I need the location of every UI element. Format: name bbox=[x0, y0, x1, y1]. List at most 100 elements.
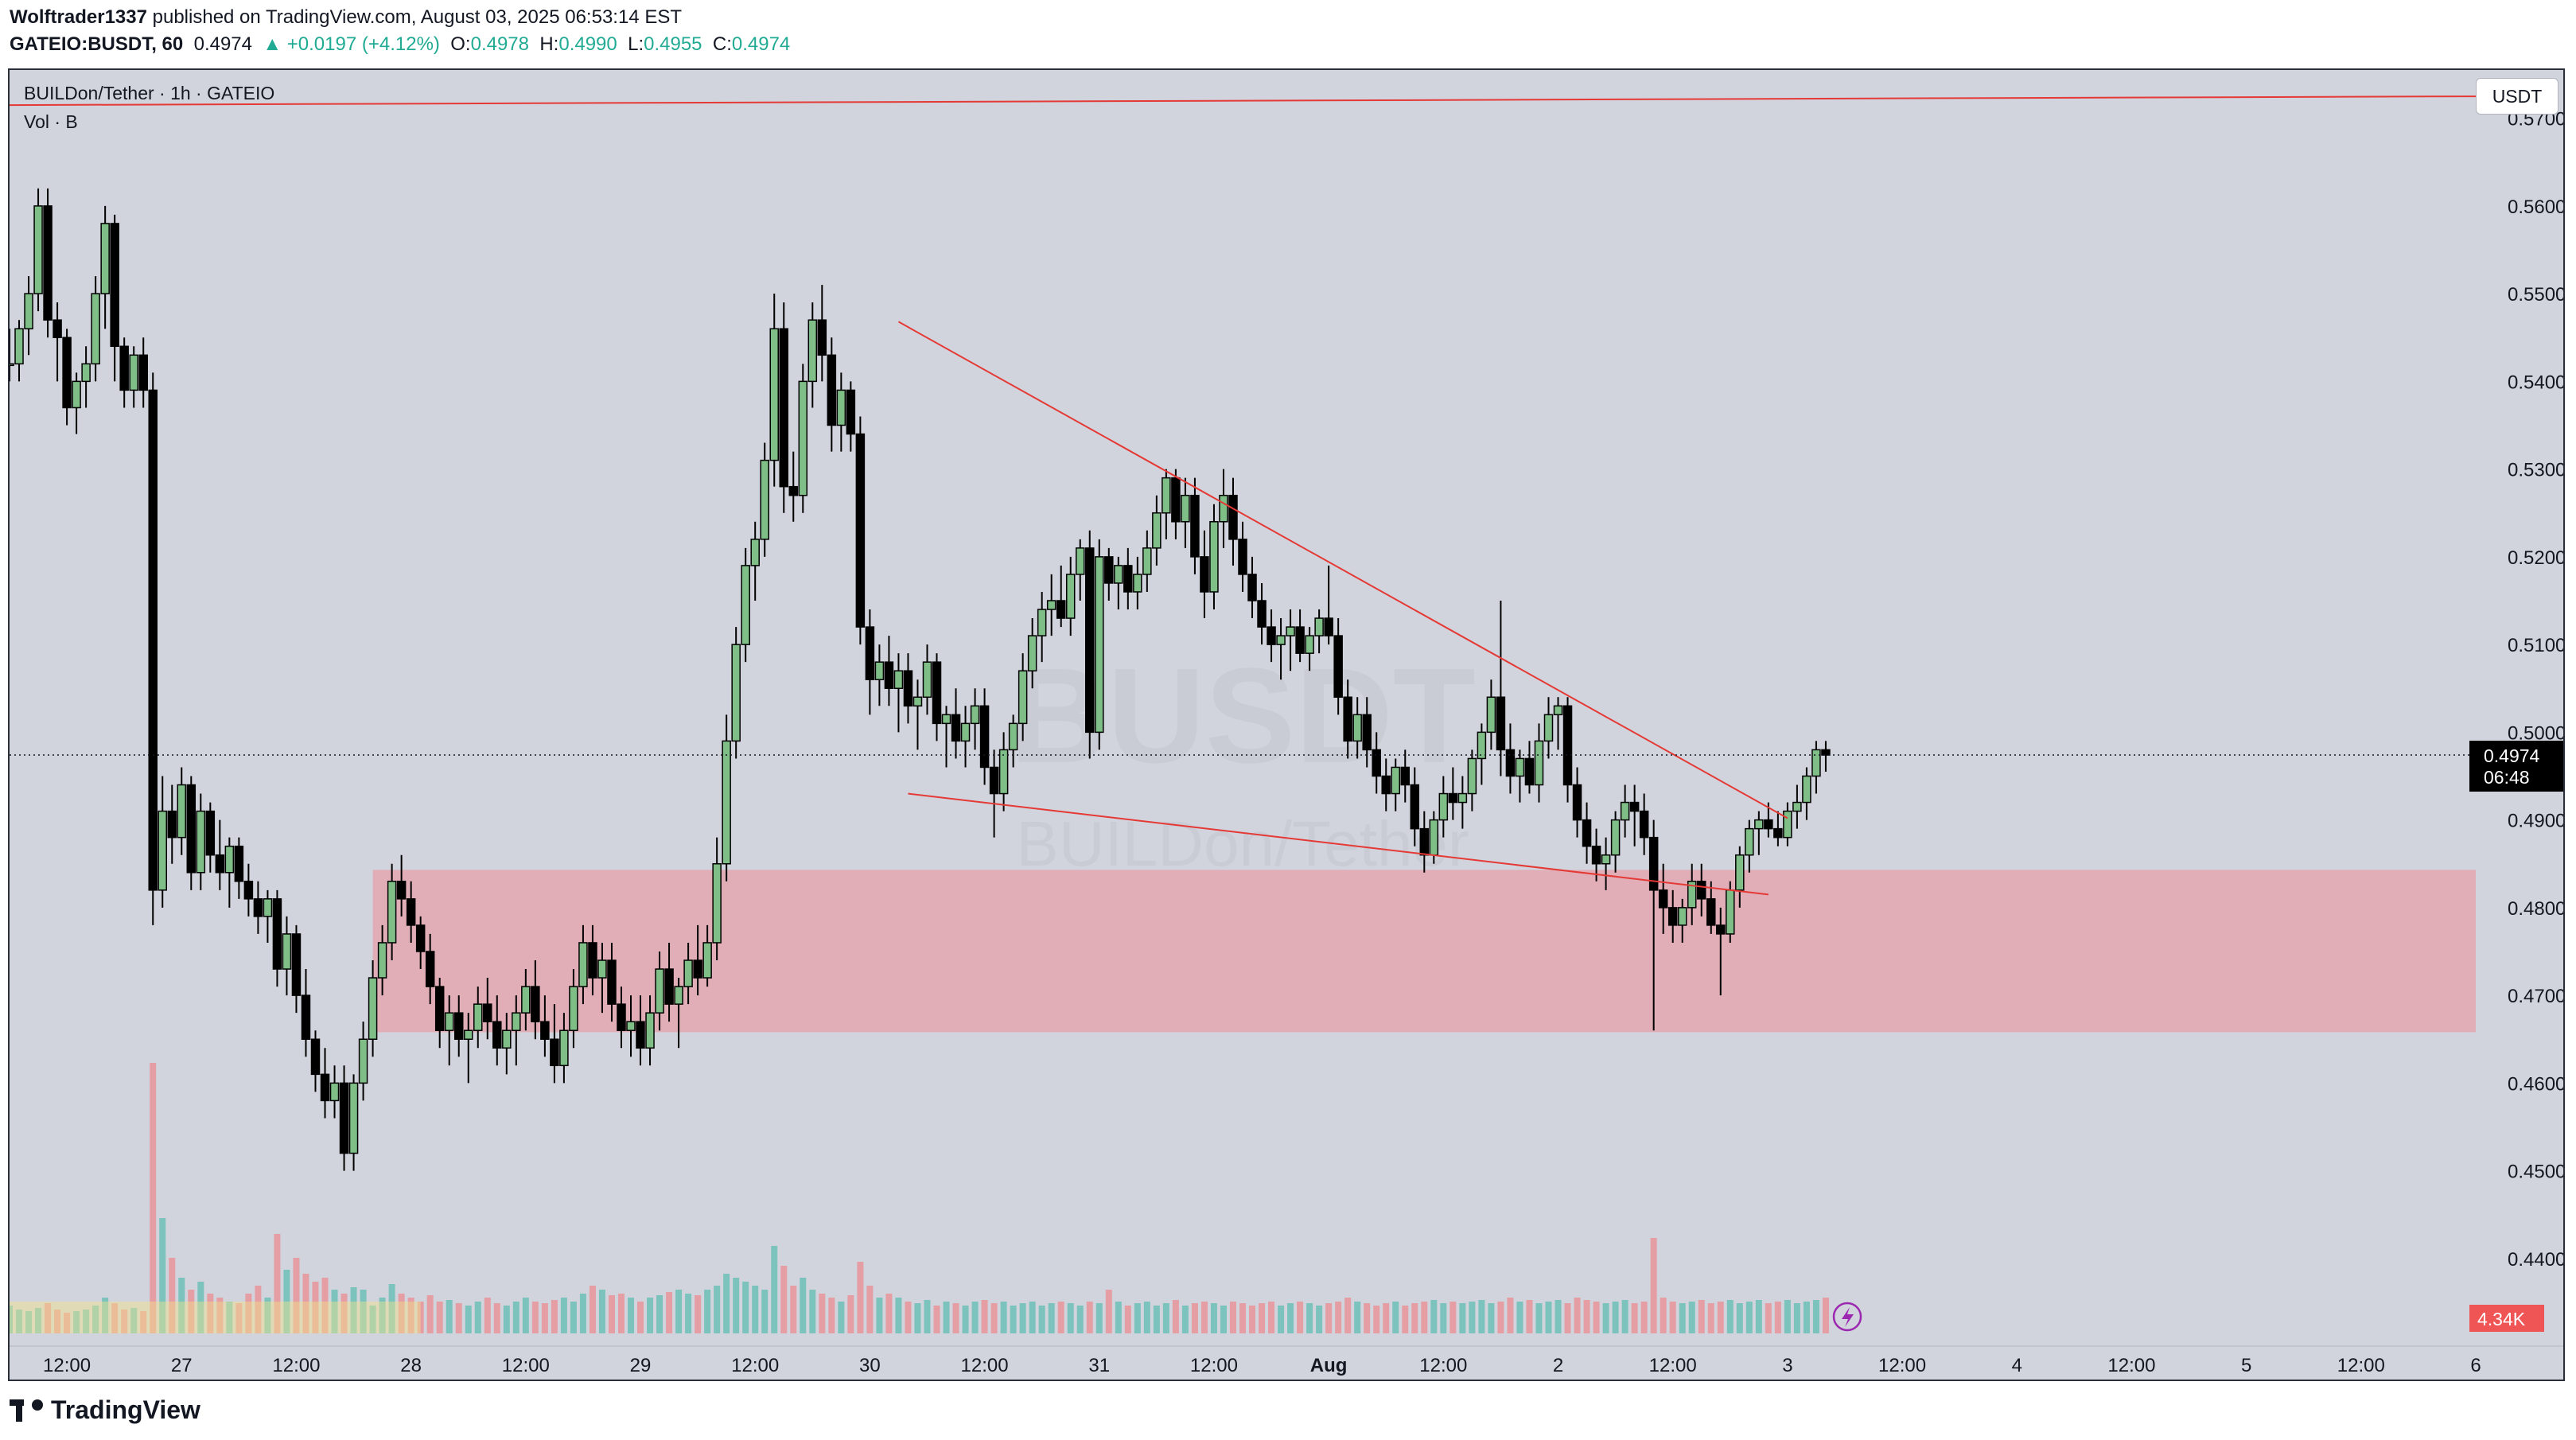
candle-body bbox=[1295, 626, 1305, 654]
candle-body bbox=[205, 810, 216, 856]
volume-bar bbox=[1459, 1303, 1466, 1333]
volume-bar bbox=[1621, 1300, 1628, 1333]
candle-body bbox=[1562, 705, 1573, 786]
price-change: ▲ +0.0197 (+4.12%) bbox=[263, 33, 440, 55]
candle-body bbox=[215, 854, 225, 874]
volume-bar bbox=[407, 1298, 414, 1333]
candle-body bbox=[1219, 494, 1228, 523]
candle-body bbox=[1821, 749, 1831, 756]
volume-bar bbox=[25, 1311, 33, 1333]
time-axis-tick: 12:00 bbox=[1649, 1355, 1697, 1376]
trendline-top bbox=[10, 95, 2477, 107]
volume-bar bbox=[828, 1298, 835, 1333]
volume-bar bbox=[1000, 1302, 1007, 1333]
candle-body bbox=[1735, 854, 1745, 891]
volume-bar bbox=[1650, 1238, 1657, 1333]
volume-bar bbox=[1402, 1306, 1409, 1333]
volume-bar bbox=[752, 1286, 759, 1333]
volume-bar bbox=[1373, 1306, 1380, 1333]
candle-body bbox=[291, 933, 302, 996]
volume-bar bbox=[1793, 1303, 1800, 1333]
candle-body bbox=[1324, 617, 1333, 636]
candle-body bbox=[1696, 881, 1706, 900]
volume-bar bbox=[484, 1298, 491, 1333]
candle-body bbox=[1065, 574, 1076, 619]
candle-body bbox=[578, 942, 588, 987]
currency-button[interactable]: USDT bbox=[2476, 78, 2558, 115]
candle-body bbox=[1726, 889, 1735, 935]
volume-bar bbox=[714, 1286, 721, 1333]
volume-bar bbox=[1306, 1303, 1313, 1333]
volume-bar bbox=[1440, 1303, 1447, 1333]
candle-body bbox=[1629, 801, 1640, 812]
volume-bar bbox=[340, 1294, 348, 1333]
volume-bar bbox=[321, 1278, 329, 1333]
candle-body bbox=[693, 959, 702, 979]
candle-body bbox=[1667, 907, 1678, 926]
time-axis-tick: 30 bbox=[859, 1355, 881, 1376]
price-chart[interactable]: BUSDTBUILDon/Tether0.57000.56000.55000.5… bbox=[10, 70, 2563, 1380]
volume-bar bbox=[1593, 1302, 1600, 1333]
volume-bar bbox=[474, 1302, 481, 1333]
candle-body bbox=[1181, 494, 1190, 523]
candle-body bbox=[492, 1021, 502, 1049]
candle-body bbox=[1228, 494, 1238, 540]
candle-body bbox=[722, 740, 731, 865]
price-axis-tick: 0.5000 bbox=[2508, 722, 2563, 744]
candle-body bbox=[1687, 881, 1697, 909]
candle-body bbox=[817, 319, 827, 356]
volume-bar bbox=[847, 1295, 854, 1333]
candle-body bbox=[1792, 801, 1802, 812]
candle-body bbox=[1515, 757, 1525, 777]
time-axis-tick: 6 bbox=[2470, 1355, 2481, 1376]
candle-body bbox=[951, 714, 961, 742]
candle-body bbox=[607, 959, 617, 1005]
volume-bar bbox=[1698, 1300, 1705, 1333]
volume-bar bbox=[1153, 1306, 1160, 1333]
volume-bar bbox=[1478, 1300, 1485, 1333]
volume-bar bbox=[876, 1298, 883, 1333]
time-axis-tick: 5 bbox=[2241, 1355, 2251, 1376]
volume-bar bbox=[1583, 1300, 1590, 1333]
volume-bar bbox=[426, 1295, 434, 1333]
candle-body bbox=[1190, 494, 1200, 558]
volume-bar bbox=[1640, 1302, 1648, 1333]
candle-body bbox=[788, 485, 799, 496]
candle-body bbox=[110, 223, 119, 348]
tradingview-logo[interactable]: TradingView bbox=[10, 1395, 200, 1425]
candle-body bbox=[1314, 617, 1324, 636]
volume-bar bbox=[1822, 1298, 1829, 1333]
volume-bar bbox=[579, 1294, 586, 1333]
candle-body bbox=[177, 784, 187, 839]
volume-bar bbox=[637, 1302, 644, 1333]
volume-bar bbox=[1239, 1303, 1246, 1333]
volume-bar bbox=[140, 1311, 147, 1333]
volume-bar bbox=[178, 1278, 185, 1333]
demand-zone bbox=[372, 870, 2477, 1033]
volume-bar bbox=[1259, 1303, 1266, 1333]
trendline-upper bbox=[897, 321, 1788, 819]
volume-bar bbox=[111, 1303, 119, 1333]
candle-body bbox=[970, 705, 980, 725]
volume-bar bbox=[1162, 1303, 1169, 1333]
candle-body bbox=[1639, 810, 1649, 839]
volume-bar bbox=[551, 1300, 558, 1333]
volume-bar bbox=[761, 1290, 769, 1333]
price-axis-tick: 0.5500 bbox=[2508, 284, 2563, 306]
author-name[interactable]: Wolftrader1337 bbox=[10, 6, 147, 28]
volume-bar bbox=[1631, 1303, 1638, 1333]
volume-bar bbox=[1335, 1302, 1342, 1333]
volume-indicator-label[interactable]: Vol · B bbox=[24, 111, 78, 132]
candle-body bbox=[148, 389, 158, 891]
volume-bar bbox=[197, 1282, 204, 1333]
candle-body bbox=[24, 293, 33, 329]
candle-body bbox=[1104, 556, 1114, 584]
volume-bar bbox=[1745, 1302, 1753, 1333]
candle-body bbox=[1114, 565, 1123, 584]
candle-body bbox=[512, 1012, 521, 1031]
volume-bar bbox=[302, 1274, 309, 1333]
candle-body bbox=[1648, 836, 1659, 891]
price-axis-tick: 0.5200 bbox=[2508, 547, 2563, 569]
candle-body bbox=[1362, 714, 1372, 751]
candle-body bbox=[1085, 547, 1095, 734]
